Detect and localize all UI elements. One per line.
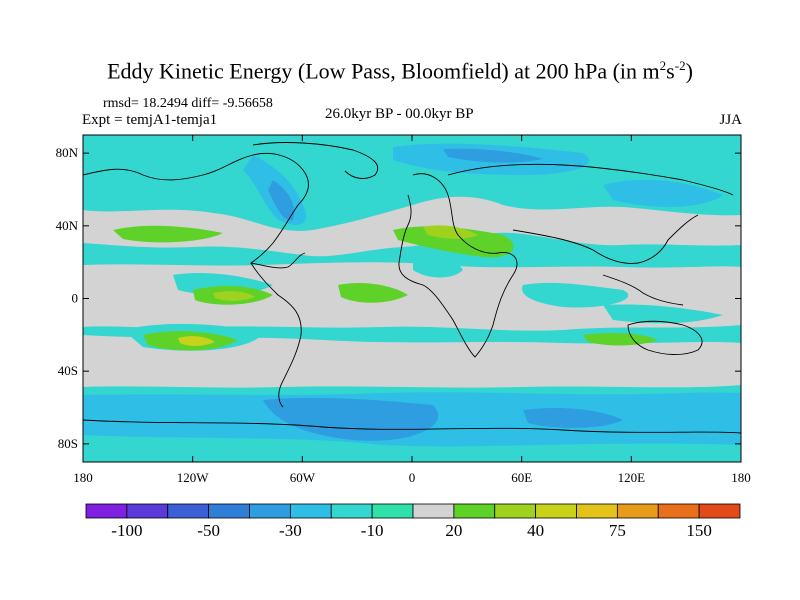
colorbar-box: [289, 503, 332, 519]
colorbar-box: [167, 503, 210, 519]
colorbar-box: [126, 503, 169, 519]
lat-tick-label: 40N: [56, 218, 79, 233]
colorbar-box: [535, 503, 577, 519]
stats-text: rmsd= 18.2494 diff= -9.56658: [103, 96, 273, 111]
colorbar-box: [249, 503, 291, 519]
season-label: JJA: [719, 112, 742, 128]
lat-tick-label: 0: [72, 291, 79, 306]
lon-tick-label: 60W: [290, 470, 316, 485]
colorbar-label: -10: [361, 521, 384, 540]
latitude-axis: 80N 40N 0 40S 80S: [56, 145, 741, 451]
lon-tick-label: 180: [73, 470, 93, 485]
colorbar-box: [576, 503, 618, 519]
coastlines: [83, 142, 741, 434]
colorbar-box: [453, 503, 496, 519]
colorbar-box: [330, 503, 373, 519]
eke-map: 80N 40N 0 40S 80S 180 120W 60W 0 60E 120E 180: [56, 134, 751, 485]
colorbar-label: -50: [197, 521, 220, 540]
lon-tick-label: 120E: [618, 470, 646, 485]
colorbar-label: 75: [609, 521, 626, 540]
colorbar-box: [616, 503, 659, 519]
colorbar-box: [412, 503, 455, 519]
lon-tick-label: 60E: [511, 470, 532, 485]
colorbar-box: [657, 503, 700, 519]
colorbar-label: 20: [445, 521, 462, 540]
lon-tick-label: 180: [731, 470, 751, 485]
colorbar-label: -100: [111, 521, 142, 540]
colorbar: -100 -50 -30 -10 20 40 75 150: [85, 503, 741, 540]
colorbar-box: [208, 503, 250, 519]
lat-tick-label: 80S: [58, 436, 78, 451]
colorbar-box: [698, 503, 741, 519]
lon-tick-label: 120W: [177, 470, 210, 485]
experiment-label: Expt = temjA1-temja1: [82, 112, 218, 128]
colorbar-label: 40: [527, 521, 544, 540]
longitude-axis: 180 120W 60W 0 60E 120E 180: [73, 135, 751, 485]
lat-tick-label: 40S: [58, 363, 78, 378]
field-shading: [83, 135, 741, 462]
colorbar-label: -30: [279, 521, 302, 540]
colorbar-box: [494, 503, 537, 519]
period-label: 26.0kyr BP - 00.0kyr BP: [325, 106, 474, 122]
lon-tick-label: 0: [409, 470, 416, 485]
colorbar-label: 150: [686, 521, 712, 540]
chart-title: Eddy Kinetic Energy (Low Pass, Bloomfiel…: [107, 58, 693, 84]
colorbar-box: [371, 503, 414, 519]
colorbar-box: [85, 503, 128, 519]
lat-tick-label: 80N: [56, 145, 79, 160]
